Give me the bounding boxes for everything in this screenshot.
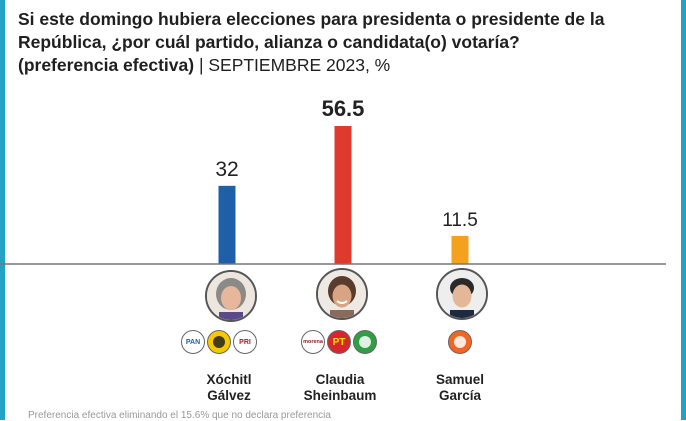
candidate-avatar-claudia <box>316 268 368 320</box>
candidate-first-name: Claudia <box>315 372 365 387</box>
footnote: Preferencia efectiva eliminando el 15.6%… <box>28 410 331 421</box>
woman-gray-hair-portrait-icon <box>207 272 255 320</box>
bar-x-chitl-g-lvez <box>218 185 236 264</box>
prd-sun-logo-icon <box>207 330 231 354</box>
pt-logo-icon: PT <box>327 330 351 354</box>
chart-title: Si este domingo hubiera elecciones para … <box>18 8 658 77</box>
bar-claudia-sheinbaum <box>334 126 352 264</box>
party-logos-claudia: morena PT <box>301 330 377 354</box>
mc-orange-logo-icon <box>448 330 472 354</box>
man-dark-hair-portrait-icon <box>438 270 486 318</box>
candidate-first-name: Samuel <box>435 372 485 387</box>
candidate-avatar-samuel <box>436 268 488 320</box>
prd-sun-mark <box>213 336 225 348</box>
title-question: Si este domingo hubiera elecciones para … <box>18 9 605 52</box>
party-logos-samuel <box>448 330 472 354</box>
morena-logo-icon: morena <box>301 330 325 354</box>
pvem-toucan-logo-icon <box>353 330 377 354</box>
bar-value-label: 32 <box>215 158 238 181</box>
candidate-first-name: Xóchitl <box>206 372 252 387</box>
candidate-last-name: García <box>438 388 482 403</box>
woman-smiling-portrait-icon <box>318 270 366 318</box>
candidate-name-claudia: Claudia Sheinbaum <box>290 372 390 404</box>
bar-value-label: 56.5 <box>322 96 365 121</box>
candidate-last-name: Gálvez <box>207 388 251 403</box>
candidate-name-samuel: Samuel García <box>410 372 510 404</box>
candidate-name-xochitl: Xóchitl Gálvez <box>179 372 279 404</box>
pvem-toucan-mark <box>359 336 371 348</box>
pan-logo-icon: PAN <box>181 330 205 354</box>
pri-logo-icon: PRI <box>233 330 257 354</box>
bar-samuel-garc-a <box>451 235 469 264</box>
right-frame-border <box>681 0 686 420</box>
candidate-last-name: Sheinbaum <box>303 388 377 403</box>
candidate-avatar-xochitl <box>205 270 257 322</box>
party-logos-xochitl: PAN PRI <box>181 330 257 354</box>
title-subtitle-bold: (preferencia efectiva) <box>18 55 195 75</box>
title-subtitle-rest: | SEPTIEMBRE 2023, % <box>198 55 391 75</box>
bar-value-label: 11.5 <box>442 210 478 231</box>
mc-orange-mark <box>454 336 466 348</box>
left-frame-border <box>0 0 5 420</box>
